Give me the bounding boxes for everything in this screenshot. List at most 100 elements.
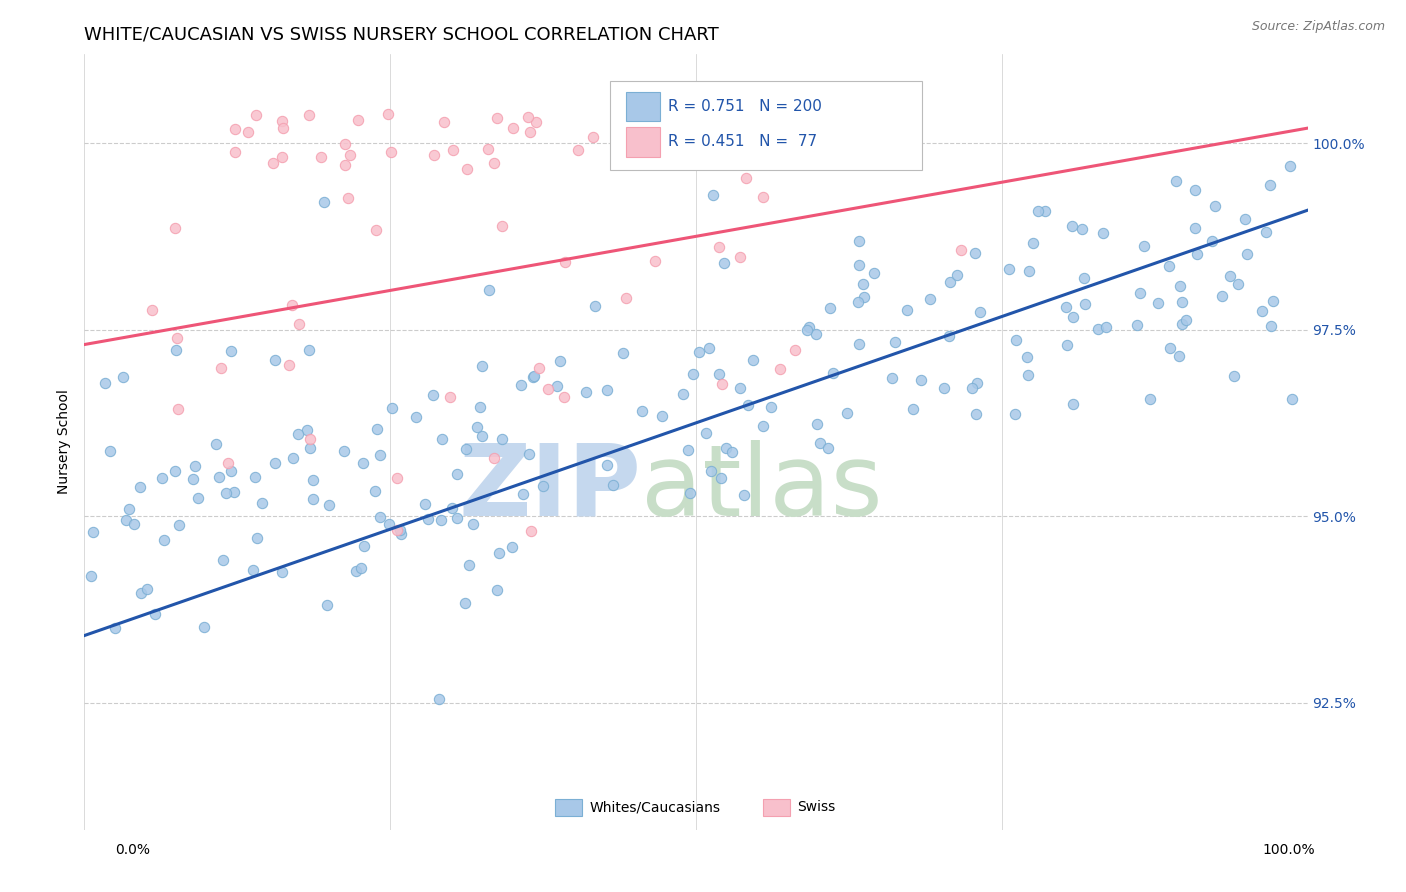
Point bbox=[797, 320, 820, 334]
Point bbox=[665, 125, 688, 139]
Point bbox=[352, 456, 374, 470]
Point bbox=[335, 158, 357, 172]
Point bbox=[969, 304, 991, 318]
Point bbox=[728, 250, 751, 264]
Point bbox=[1167, 349, 1189, 363]
Point bbox=[501, 540, 523, 554]
Point bbox=[720, 134, 742, 148]
Point bbox=[737, 398, 759, 412]
Point bbox=[509, 377, 531, 392]
Point bbox=[165, 343, 187, 358]
Point bbox=[423, 148, 446, 162]
Point bbox=[751, 190, 773, 204]
Text: Swiss: Swiss bbox=[797, 800, 835, 814]
Point bbox=[422, 387, 444, 401]
Point bbox=[796, 323, 818, 337]
Point bbox=[441, 500, 464, 515]
Point bbox=[336, 191, 359, 205]
Point bbox=[217, 456, 239, 470]
Point bbox=[311, 151, 333, 165]
Point bbox=[477, 142, 499, 156]
Point bbox=[456, 162, 478, 177]
Point bbox=[1236, 246, 1258, 260]
Point bbox=[281, 451, 304, 466]
Point bbox=[278, 358, 301, 372]
Point bbox=[853, 290, 876, 304]
Point bbox=[280, 298, 302, 312]
Point bbox=[883, 334, 905, 349]
Point bbox=[817, 441, 839, 455]
Point bbox=[553, 390, 575, 404]
Point bbox=[381, 401, 404, 415]
Point bbox=[454, 442, 477, 457]
Point bbox=[205, 437, 228, 451]
Point bbox=[672, 387, 695, 401]
Point bbox=[679, 486, 702, 500]
Point bbox=[721, 445, 744, 459]
Point bbox=[299, 432, 322, 446]
Point bbox=[346, 112, 368, 127]
Point bbox=[1281, 392, 1303, 406]
Point bbox=[634, 129, 657, 144]
Point bbox=[366, 223, 388, 237]
Point bbox=[808, 435, 831, 450]
Point bbox=[1234, 211, 1257, 226]
Point bbox=[166, 331, 188, 345]
Point bbox=[1073, 271, 1095, 285]
Point bbox=[1056, 338, 1078, 352]
Point bbox=[167, 518, 190, 533]
Point bbox=[848, 258, 870, 272]
Point bbox=[658, 154, 681, 169]
FancyBboxPatch shape bbox=[610, 80, 922, 170]
Point bbox=[1159, 259, 1181, 273]
Point bbox=[614, 291, 637, 305]
Point bbox=[454, 596, 477, 610]
Point bbox=[716, 442, 738, 456]
Text: R = 0.451   N =  77: R = 0.451 N = 77 bbox=[668, 135, 817, 150]
Point bbox=[471, 429, 494, 443]
Point bbox=[502, 121, 524, 136]
Point bbox=[1222, 368, 1244, 383]
Point bbox=[366, 422, 388, 436]
Point bbox=[546, 378, 568, 392]
Point bbox=[848, 234, 870, 248]
Point bbox=[759, 400, 782, 414]
Point bbox=[318, 498, 340, 512]
Point bbox=[463, 517, 485, 532]
Point bbox=[429, 513, 451, 527]
Point bbox=[446, 467, 468, 481]
Point bbox=[1018, 264, 1040, 278]
Point bbox=[1060, 219, 1083, 233]
Point bbox=[517, 111, 540, 125]
Point bbox=[707, 367, 730, 381]
Text: atlas: atlas bbox=[641, 440, 883, 537]
Point bbox=[531, 479, 554, 493]
Point bbox=[519, 125, 541, 139]
Point bbox=[1126, 318, 1149, 332]
Point bbox=[163, 464, 186, 478]
Point bbox=[219, 464, 242, 478]
Point bbox=[1146, 295, 1168, 310]
Point bbox=[93, 376, 115, 391]
Point bbox=[707, 239, 730, 253]
Point bbox=[1170, 295, 1192, 310]
Point bbox=[370, 510, 392, 524]
Point bbox=[430, 432, 453, 446]
Point bbox=[128, 480, 150, 494]
Point bbox=[380, 145, 402, 160]
Point bbox=[141, 303, 163, 318]
Text: 0.0%: 0.0% bbox=[115, 843, 150, 857]
Point bbox=[243, 470, 266, 484]
Text: WHITE/CAUCASIAN VS SWISS NURSERY SCHOOL CORRELATION CHART: WHITE/CAUCASIAN VS SWISS NURSERY SCHOOL … bbox=[84, 26, 718, 44]
Point bbox=[115, 513, 138, 527]
Point bbox=[405, 409, 427, 424]
Point bbox=[136, 582, 159, 596]
Point bbox=[1159, 341, 1181, 355]
Point bbox=[262, 156, 284, 170]
Point bbox=[82, 525, 104, 540]
Point bbox=[129, 585, 152, 599]
Point bbox=[111, 369, 134, 384]
Point bbox=[537, 382, 560, 396]
Point bbox=[222, 484, 245, 499]
Point bbox=[1250, 304, 1272, 318]
